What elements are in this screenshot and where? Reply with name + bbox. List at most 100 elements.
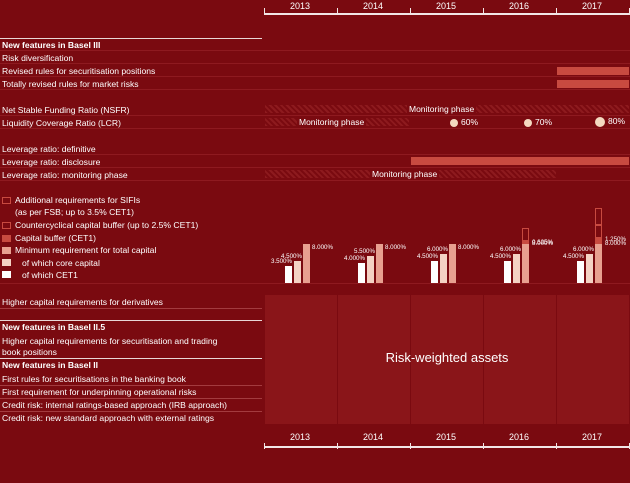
bar-core-2014 — [367, 256, 374, 283]
bar-label-cet1: 4.500% — [417, 252, 438, 260]
bar-buffer-2016 — [522, 240, 529, 244]
bar-label-core: 4.500% — [281, 252, 302, 260]
legend-swatch-countercyclical — [2, 222, 11, 229]
bar-cet1-2015 — [431, 260, 438, 283]
legend-label-cet1: of which CET1 — [22, 270, 78, 280]
rwa-block — [265, 295, 629, 424]
lcr-level-dot — [524, 118, 532, 127]
year-tick — [483, 443, 484, 449]
section-title-basel25: New features in Basel II.5 — [2, 322, 106, 332]
nsfr-monitoring-label: Monitoring phase — [407, 104, 477, 114]
section-divider — [0, 38, 262, 39]
bar-countercyclical-2017 — [595, 225, 602, 238]
section-divider — [0, 358, 262, 359]
row-separator — [0, 89, 630, 90]
legend-label-buffer: Capital buffer (CET1) — [15, 233, 97, 243]
year-label-2014: 2014 — [362, 1, 384, 11]
row-label-irb: Credit risk: internal ratings-based appr… — [2, 400, 227, 410]
timeline-bar-securitisation — [557, 67, 629, 75]
row-label-securitisation: Revised rules for securitisation positio… — [2, 66, 156, 76]
year-tick — [264, 8, 265, 14]
row-separator — [0, 283, 630, 284]
bar-label-cet1: 4.500% — [563, 252, 584, 260]
lcr-level-dot — [595, 116, 605, 127]
legend-swatch-buffer — [2, 235, 11, 242]
year-axis-line-top — [264, 13, 630, 15]
lcr-level-dot — [450, 118, 458, 127]
legend-label-sifi: Additional requirements for SIFIs — [15, 195, 141, 205]
row-separator — [0, 308, 262, 309]
bar-cet1-2016 — [504, 260, 511, 283]
bar-core-2017 — [586, 253, 593, 283]
leverage-disclosure-bar — [411, 157, 629, 165]
row-label-derivatives: Higher capital requirements for derivati… — [2, 297, 163, 307]
bar-label-total: 8.000% — [605, 239, 626, 247]
row-label-lcr: Liquidity Coverage Ratio (LCR) — [2, 118, 121, 128]
section-title-basel2: New features in Basel II — [2, 360, 98, 370]
section-divider — [0, 320, 262, 321]
legend-label-total: Minimum requirement for total capital — [15, 245, 157, 255]
row-label-standard-approach: Credit risk: new standard approach with … — [2, 413, 215, 423]
year-column-divider — [483, 295, 484, 424]
lcr-level-2015: 60% — [450, 117, 478, 127]
row-label-leverage-disclosure: Leverage ratio: disclosure — [2, 157, 101, 167]
lcr-level-2016: 70% — [524, 117, 552, 127]
row-label-market-risks: Totally revised rules for market risks — [2, 79, 139, 89]
legend-swatch-sifi — [2, 197, 11, 204]
year-tick — [410, 8, 411, 14]
bar-label-buffer: 0.625% — [532, 238, 553, 246]
row-separator — [0, 411, 262, 412]
year-label-2015: 2015 — [435, 432, 457, 442]
bar-label-cet1: 4.500% — [490, 252, 511, 260]
bar-sifi-2017 — [595, 208, 602, 226]
row-separator — [0, 63, 630, 64]
row-separator — [0, 128, 630, 129]
bar-core-2015 — [440, 253, 447, 283]
year-label-2013: 2013 — [289, 432, 311, 442]
row-separator — [0, 154, 630, 155]
bar-buffer-2017 — [595, 237, 602, 244]
row-separator — [0, 167, 630, 168]
year-axis-line-bottom — [264, 446, 630, 448]
bar-core-2013 — [294, 260, 301, 283]
legend-label-core: of which core capital — [22, 258, 100, 268]
bar-label-buffer: 1.250% — [605, 235, 626, 243]
row-label-leverage-definitive: Leverage ratio: definitive — [2, 144, 96, 154]
bar-cet1-2014 — [358, 263, 365, 283]
bar-label-cet1: 3.500% — [271, 257, 292, 265]
bar-total-2013 — [303, 243, 310, 283]
timeline-bar-market-risks — [557, 80, 629, 88]
year-label-2016: 2016 — [508, 1, 530, 11]
bar-total-2015 — [449, 243, 456, 283]
year-tick — [483, 8, 484, 14]
bar-label-total: 8.000% — [312, 243, 333, 251]
bar-total-2017 — [595, 243, 602, 283]
bar-label-core: 6.000% — [573, 245, 594, 253]
year-column-divider — [337, 295, 338, 424]
row-label-trading-book-cont: book positions — [2, 347, 57, 357]
leverage-monitoring-label: Monitoring phase — [370, 169, 440, 179]
year-label-2015: 2015 — [435, 1, 457, 11]
bar-countercyclical-2016 — [522, 228, 529, 241]
row-separator — [0, 398, 262, 399]
bar-total-2014 — [376, 243, 383, 283]
year-tick — [556, 8, 557, 14]
row-separator — [0, 115, 630, 116]
bar-label-total: 8.000% — [385, 243, 406, 251]
bar-total-2016 — [522, 243, 529, 283]
row-separator — [0, 385, 262, 386]
legend-swatch-cet1 — [2, 271, 11, 278]
section-title-basel3: New features in Basel III — [2, 40, 101, 50]
year-label-2016: 2016 — [508, 432, 530, 442]
bar-label-cet1: 4.000% — [344, 255, 365, 263]
legend-swatch-total — [2, 247, 11, 254]
legend-swatch-core — [2, 259, 11, 266]
rwa-label: Risk-weighted assets — [385, 350, 509, 365]
year-column-divider — [410, 295, 411, 424]
bar-core-2016 — [513, 253, 520, 283]
year-tick — [337, 8, 338, 14]
row-label-leverage-monitoring: Leverage ratio: monitoring phase — [2, 170, 128, 180]
row-label-operational-risks: First requirement for underpinning opera… — [2, 387, 197, 397]
year-label-2017: 2017 — [581, 432, 603, 442]
bar-label-core: 6.000% — [500, 245, 521, 253]
